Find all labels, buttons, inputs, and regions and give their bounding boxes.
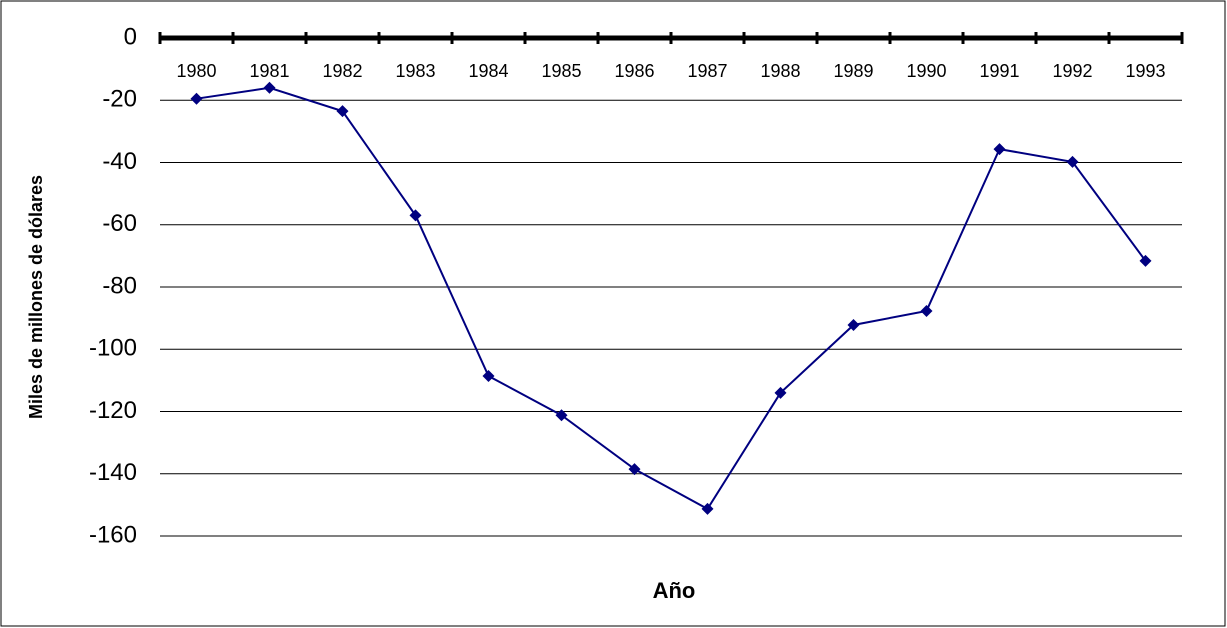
data-line xyxy=(196,86,1147,511)
x-tick-label: 1985 xyxy=(541,61,581,81)
data-point xyxy=(774,386,787,399)
x-tick-label: 1992 xyxy=(1052,61,1092,81)
data-point xyxy=(1139,254,1152,267)
data-point xyxy=(847,318,860,331)
data-point xyxy=(263,81,276,94)
x-tick-label: 1984 xyxy=(468,61,508,81)
data-point xyxy=(920,304,933,317)
data-point xyxy=(555,409,568,422)
y-tick-label: -140 xyxy=(89,459,137,486)
x-tick-label: 1988 xyxy=(760,61,800,81)
data-point xyxy=(190,92,203,105)
x-tick-label: 1983 xyxy=(395,61,435,81)
x-tick-label: 1991 xyxy=(979,61,1019,81)
x-tick-label: 1980 xyxy=(176,61,216,81)
y-tick-label: -20 xyxy=(102,86,137,113)
y-tick-label: 0 xyxy=(124,23,137,50)
y-axis-label: Miles de millones de dólares xyxy=(26,175,46,419)
x-axis-label: Año xyxy=(653,578,696,603)
x-tick-label: 1990 xyxy=(906,61,946,81)
y-tick-label: -100 xyxy=(89,335,137,362)
x-tick-label: 1993 xyxy=(1125,61,1165,81)
x-tick-label: 1989 xyxy=(833,61,873,81)
y-tick-label: -160 xyxy=(89,521,137,548)
data-point xyxy=(701,502,714,515)
data-point xyxy=(482,370,495,383)
x-tick-label: 1981 xyxy=(249,61,289,81)
y-tick-label: -40 xyxy=(102,148,137,175)
data-point xyxy=(993,143,1006,156)
data-point xyxy=(336,105,349,118)
y-tick-label: -80 xyxy=(102,272,137,299)
y-tick-label: -120 xyxy=(89,397,137,424)
data-point xyxy=(628,463,641,476)
data-point xyxy=(409,209,422,222)
data-point xyxy=(1066,155,1079,168)
x-tick-label: 1987 xyxy=(687,61,727,81)
x-tick-label: 1986 xyxy=(614,61,654,81)
x-tick-label: 1982 xyxy=(322,61,362,81)
y-tick-label: -60 xyxy=(102,210,137,237)
